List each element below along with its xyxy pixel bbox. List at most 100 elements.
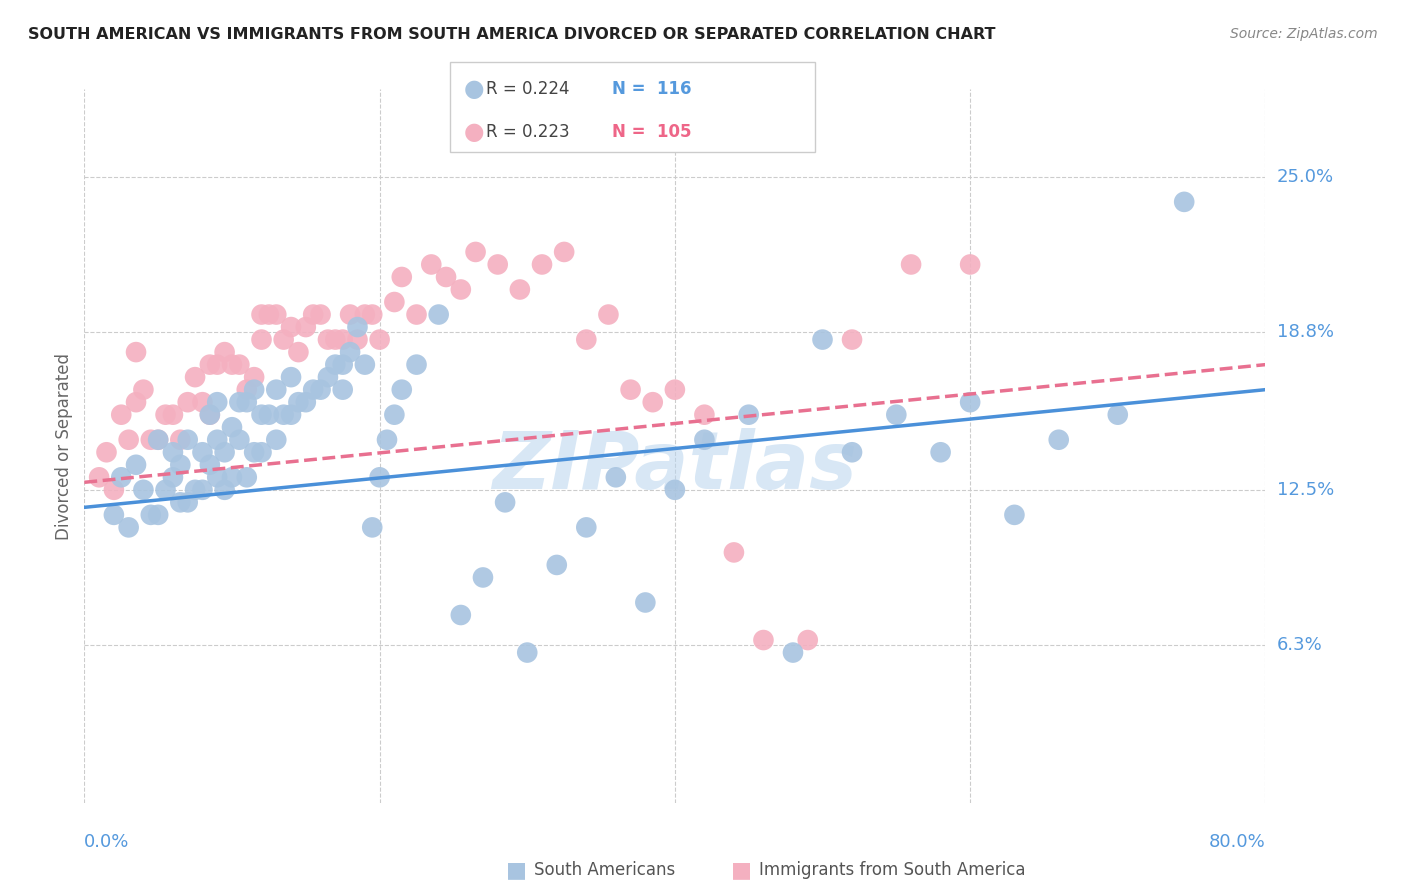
Point — [205, 358, 228, 372]
Text: 80.0%: 80.0% — [1209, 833, 1265, 851]
Text: R = 0.223: R = 0.223 — [486, 123, 569, 141]
Point — [103, 483, 125, 497]
Point — [169, 433, 191, 447]
Point — [221, 420, 243, 434]
Point — [250, 445, 273, 459]
Point — [148, 433, 170, 447]
Point — [664, 483, 686, 497]
Point — [139, 508, 162, 522]
Point — [738, 408, 761, 422]
Point — [273, 333, 295, 347]
Point — [575, 333, 598, 347]
Point — [354, 308, 377, 322]
Point — [264, 433, 288, 447]
Point — [472, 570, 495, 584]
Point — [346, 333, 368, 347]
Point — [191, 483, 214, 497]
Text: N =  116: N = 116 — [612, 80, 692, 98]
Point — [339, 308, 361, 322]
Point — [368, 333, 391, 347]
Point — [391, 270, 413, 285]
Point — [214, 483, 236, 497]
Point — [302, 308, 325, 322]
Point — [900, 257, 922, 271]
Point — [198, 408, 221, 422]
Point — [361, 520, 384, 534]
Point — [796, 633, 818, 648]
Point — [184, 370, 207, 384]
Point — [1107, 408, 1129, 422]
Point — [323, 358, 347, 372]
Point — [434, 270, 457, 285]
Point — [118, 433, 141, 447]
Point — [191, 445, 214, 459]
Point — [368, 470, 391, 484]
Text: ■: ■ — [731, 860, 752, 880]
Point — [198, 458, 221, 472]
Point — [169, 495, 191, 509]
Point — [177, 433, 200, 447]
Point — [634, 595, 657, 609]
Point — [354, 358, 377, 372]
Point — [125, 458, 148, 472]
Point — [323, 333, 347, 347]
Point — [280, 370, 302, 384]
Text: ■: ■ — [506, 860, 527, 880]
Text: ●: ● — [464, 120, 485, 144]
Point — [155, 483, 177, 497]
Point — [494, 495, 516, 509]
Point — [198, 358, 221, 372]
Point — [339, 345, 361, 359]
Point — [139, 433, 162, 447]
Point — [148, 508, 170, 522]
Text: R = 0.224: R = 0.224 — [486, 80, 569, 98]
Point — [250, 408, 273, 422]
Point — [391, 383, 413, 397]
Point — [309, 308, 332, 322]
Point — [264, 308, 288, 322]
Point — [280, 320, 302, 334]
Point — [257, 308, 280, 322]
Point — [205, 395, 228, 409]
Point — [598, 308, 620, 322]
Point — [575, 520, 598, 534]
Point — [103, 508, 125, 522]
Point — [464, 244, 486, 259]
Point — [405, 358, 427, 372]
Point — [302, 383, 325, 397]
Point — [1004, 508, 1026, 522]
Point — [214, 345, 236, 359]
Point — [228, 433, 250, 447]
Point — [177, 395, 200, 409]
Point — [235, 383, 259, 397]
Point — [198, 408, 221, 422]
Text: 0.0%: 0.0% — [84, 833, 129, 851]
Point — [110, 408, 132, 422]
Point — [332, 358, 354, 372]
Point — [132, 383, 155, 397]
Point — [162, 445, 184, 459]
Point — [605, 470, 627, 484]
Text: Source: ZipAtlas.com: Source: ZipAtlas.com — [1230, 27, 1378, 41]
Point — [382, 295, 406, 310]
Point — [929, 445, 952, 459]
Point — [191, 395, 214, 409]
Text: ●: ● — [464, 78, 485, 101]
Point — [664, 383, 686, 397]
Point — [723, 545, 745, 559]
Point — [221, 470, 243, 484]
Point — [516, 646, 538, 660]
Point — [486, 257, 509, 271]
Point — [287, 395, 309, 409]
Text: Immigrants from South America: Immigrants from South America — [759, 861, 1026, 879]
Text: N =  105: N = 105 — [612, 123, 692, 141]
Point — [332, 383, 354, 397]
Point — [811, 333, 834, 347]
Point — [162, 408, 184, 422]
Point — [316, 333, 339, 347]
Point — [243, 445, 266, 459]
Text: South Americans: South Americans — [534, 861, 675, 879]
Point — [273, 408, 295, 422]
Point — [841, 333, 863, 347]
Point — [332, 333, 354, 347]
